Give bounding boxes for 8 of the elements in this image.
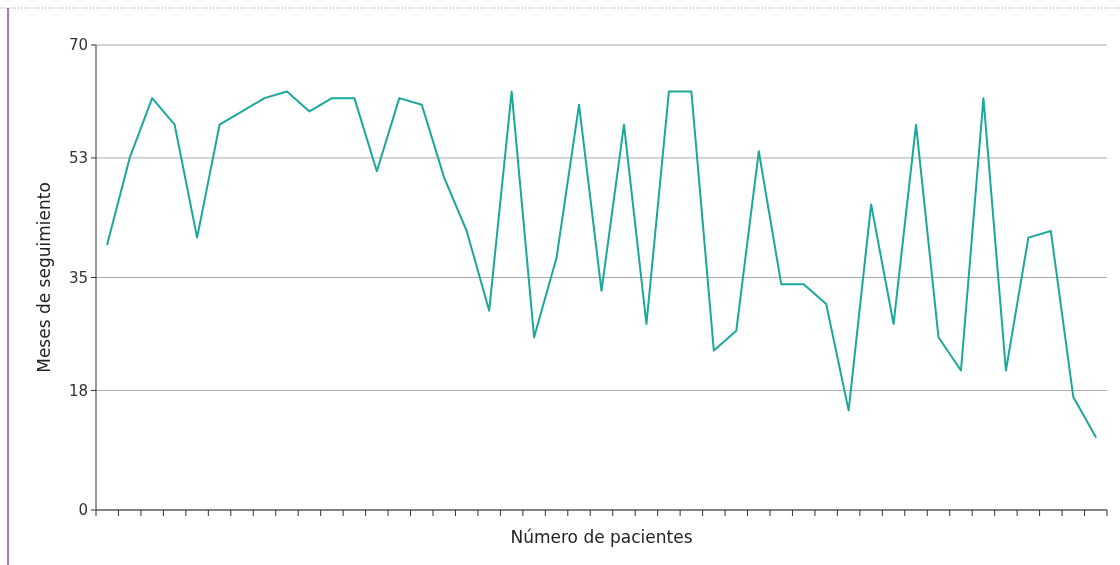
line-series [106,90,1097,438]
x-axis-title: Número de pacientes [510,527,693,547]
y-tick-label: 35 [68,268,88,287]
y-tick-label: 70 [68,36,88,55]
y-tick-label: 0 [78,501,88,520]
y-tick-label: 53 [68,149,88,168]
y-axis-title: Meses de seguimiento [34,182,54,373]
y-tick-label: 18 [68,381,88,400]
